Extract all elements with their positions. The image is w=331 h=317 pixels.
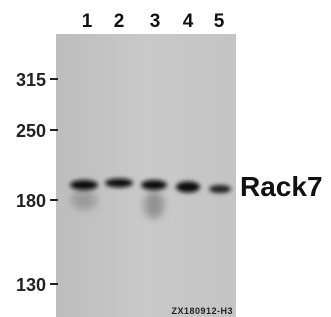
band-label: Rack7 [240, 171, 323, 202]
marker-label: 315 [16, 70, 46, 90]
marker-label: 130 [16, 275, 46, 295]
lane-label: 5 [214, 11, 225, 32]
lane-label: 2 [114, 11, 125, 32]
sample-id: ZX180912-H3 [171, 306, 233, 316]
lane-label: 4 [183, 11, 194, 32]
membrane [56, 34, 236, 317]
lane-label: 1 [82, 11, 93, 32]
marker-label: 180 [16, 191, 46, 211]
blot-figure: 1 2 3 4 5 315 250 180 130 Rack7 ZX180912… [0, 0, 331, 317]
marker-label: 250 [16, 121, 46, 141]
lane-label: 3 [150, 11, 161, 32]
